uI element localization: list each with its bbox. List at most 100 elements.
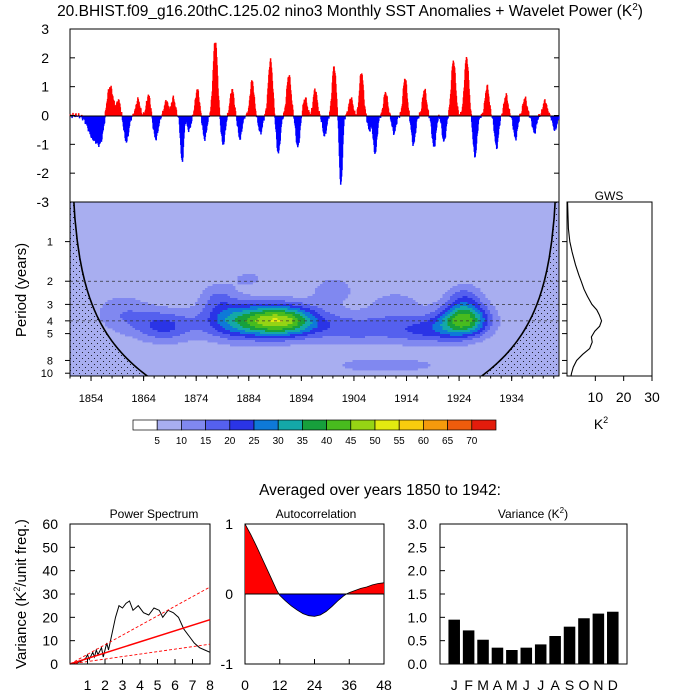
wavelet-power-cell [187,328,191,331]
wavelet-power-cell [380,298,383,301]
wavelet-power-cell [297,334,301,337]
wavelet-power-cell [445,318,448,321]
wavelet-power-cell [130,302,133,305]
wavelet-power-cell [307,300,311,303]
wavelet-power-cell [297,324,301,327]
wavelet-power-cell [282,334,286,337]
wavelet-power-cell [117,328,121,331]
anomaly-bar [353,110,356,116]
wavelet-power-cell [242,328,246,331]
wavelet-power-cell [227,290,231,293]
wavelet-power-cell [227,284,231,287]
wavelet-power-cell [467,330,471,333]
wavelet-power-cell [112,318,116,321]
wavelet-power-cell [112,304,116,307]
wavelet-power-cell [260,312,263,315]
wavelet-power-cell [160,316,163,319]
wavelet-power-cell [317,330,321,333]
wavelet-power-cell [402,342,406,345]
wavelet-power-cell [362,362,366,365]
wavelet-power-cell [450,300,453,303]
wavelet-power-cell [370,332,373,335]
wavelet-power-cell [227,304,231,307]
wavelet-power-cell [315,288,318,291]
wavelet-power-cell [285,340,288,343]
wavelet-power-cell [285,334,288,337]
wavelet-power-cell [257,336,261,339]
wavelet-power-cell [370,340,373,343]
wavelet-power-cell [410,300,413,303]
wavelet-power-cell [457,306,461,309]
wavelet-power-cell [437,336,441,339]
wavelet-power-cell [442,326,446,329]
wavelet-power-cell [372,304,376,307]
wavelet-power-cell [430,338,433,341]
wavelet-power-cell [372,336,376,339]
wavelet-power-cell [152,338,156,341]
wavelet-power-cell [312,338,316,341]
wavelet-power-cell [142,338,146,341]
wavelet-power-cell [467,284,471,287]
wavelet-power-cell [270,304,273,307]
wavelet-power-cell [400,322,403,325]
wavelet-power-cell [435,322,438,325]
wavelet-power-cell [152,332,156,335]
wavelet-power-cell [160,312,163,315]
wavelet-power-cell [275,318,278,321]
wavelet-power-cell [225,318,228,321]
wavelet-power-cell [387,364,391,367]
wavelet-power-cell [415,312,418,315]
anomaly-bar [150,111,153,116]
anomaly-bar [354,114,356,116]
wavelet-power-cell [310,328,313,331]
wavelet-power-cell [262,342,266,345]
wavelet-power-cell [295,320,298,323]
wavelet-power-cell [220,322,223,325]
wavelet-power-cell [450,326,453,329]
wavelet-power-cell [307,312,311,315]
wavelet-power-cell [377,336,381,339]
wavelet-power-cell [480,304,483,307]
wavelet-power-cell [387,308,391,311]
wavelet-power-cell [302,308,306,311]
wavelet-power-cell [267,304,271,307]
wavelet-power-cell [460,322,463,325]
wavelet-power-cell [405,362,408,365]
wavelet-power-cell [210,306,213,309]
wavelet-power-cell [425,318,428,321]
wavelet-power-cell [427,306,431,309]
wavelet-power-cell [412,312,416,315]
wavelet-power-cell [400,360,403,363]
wavelet-power-cell [445,302,448,305]
wavelet-power-cell [372,316,376,319]
wavelet-power-cell [265,300,268,303]
wavelet-power-cell [347,316,351,319]
wavelet-power-cell [277,342,281,345]
wavelet-power-cell [327,308,331,311]
wavelet-power-cell [417,342,421,345]
wavelet-power-cell [297,314,301,317]
wavelet-power-cell [230,304,233,307]
wavelet-power-cell [127,318,131,321]
wavelet-power-cell [212,296,216,299]
wavelet-power-cell [467,332,471,335]
wavelet-power-cell [407,306,411,309]
wavelet-power-cell [452,336,456,339]
wavelet-power-cell [155,318,158,321]
wavelet-power-cell [467,316,471,319]
wavelet-power-cell [337,340,341,343]
wavelet-power-cell [205,324,208,327]
wavelet-power-cell [457,312,461,315]
wavelet-power-cell [337,302,341,305]
wavelet-power-cell [480,298,483,301]
wavelet-power-cell [330,308,333,311]
wavelet-power-cell [287,308,291,311]
wavelet-power-cell [457,320,461,323]
anomaly-bar [343,115,345,127]
wavelet-power-cell [345,334,348,337]
wavelet-power-cell [242,332,246,335]
wavelet-power-cell [252,314,256,317]
wavelet-power-cell [180,340,183,343]
wavelet-power-cell [207,304,211,307]
wavelet-power-cell [447,308,451,311]
